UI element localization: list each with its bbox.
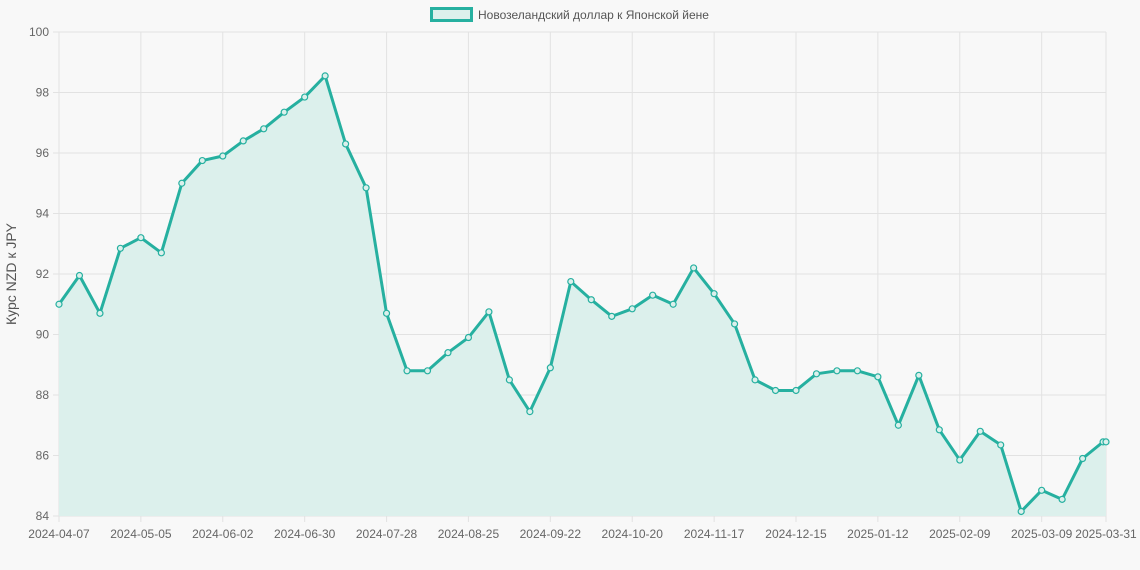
data-point[interactable] (710, 290, 718, 298)
data-point[interactable] (730, 320, 739, 328)
data-point[interactable] (260, 125, 268, 133)
y-tick-label: 100 (29, 25, 49, 39)
x-tick-label: 2024-08-25 (438, 527, 500, 541)
data-point[interactable] (628, 305, 636, 313)
data-point[interactable] (178, 179, 186, 187)
data-point[interactable] (1058, 495, 1066, 503)
data-point[interactable] (751, 376, 759, 384)
data-point[interactable] (587, 296, 595, 304)
x-tick-label: 2024-09-22 (520, 527, 582, 541)
x-tick-label: 2024-07-28 (356, 527, 418, 541)
x-tick-label: 2024-06-02 (192, 527, 254, 541)
y-tick-label: 84 (36, 509, 50, 523)
x-tick-label: 2025-01-12 (847, 527, 909, 541)
data-point[interactable] (219, 152, 227, 160)
data-point[interactable] (382, 309, 391, 317)
data-point[interactable] (444, 349, 452, 357)
data-point[interactable] (874, 373, 882, 381)
y-axis-title: Курс NZD к JPY (3, 222, 19, 325)
data-point[interactable] (239, 137, 247, 145)
data-point[interactable] (280, 108, 288, 116)
y-tick-label: 98 (36, 86, 50, 100)
x-tick-label: 2024-11-17 (684, 527, 745, 541)
data-point[interactable] (1017, 507, 1025, 516)
data-point[interactable] (812, 370, 821, 378)
data-point[interactable] (546, 364, 554, 372)
data-point[interactable] (301, 93, 309, 101)
data-point[interactable] (976, 427, 984, 435)
x-axis-ticks: 2024-04-07 2024-05-05 2024-06-02 2024-06-30… (28, 527, 1137, 541)
data-point[interactable] (915, 371, 923, 379)
x-tick-label: 2025-03-31 (1075, 527, 1137, 541)
x-tick-label: 2024-05-05 (110, 527, 172, 541)
data-point[interactable] (771, 386, 780, 395)
y-tick-label: 92 (36, 267, 50, 281)
data-point[interactable] (1038, 486, 1046, 494)
legend-label[interactable]: Новозеландский доллар к Японской йене (478, 8, 709, 22)
data-point[interactable] (997, 441, 1005, 449)
data-point[interactable] (403, 367, 411, 375)
data-point[interactable] (362, 184, 370, 192)
y-tick-label: 88 (36, 388, 50, 402)
y-tick-label: 90 (36, 328, 50, 342)
y-tick-label: 86 (36, 449, 50, 463)
data-point[interactable] (505, 376, 513, 384)
data-point[interactable] (853, 367, 862, 375)
data-point[interactable] (649, 291, 657, 299)
x-tick-label: 2025-02-09 (929, 527, 991, 541)
data-point[interactable] (198, 156, 206, 165)
series-area (59, 75, 1106, 517)
data-point[interactable] (792, 386, 800, 395)
data-point[interactable] (526, 408, 534, 416)
data-point[interactable] (1079, 454, 1087, 463)
x-tick-label: 2024-06-30 (274, 527, 336, 541)
legend[interactable]: Новозеландский доллар к Японской йене (430, 7, 710, 22)
data-point[interactable] (137, 234, 145, 242)
x-tick-label: 2025-03-09 (1011, 527, 1073, 541)
data-point[interactable] (342, 140, 350, 148)
legend-swatch[interactable] (430, 7, 473, 22)
data-point[interactable] (321, 72, 329, 80)
y-axis-ticks: 84 86 88 90 92 94 96 98 100 (29, 25, 49, 523)
data-point[interactable] (894, 421, 902, 429)
x-tick-label: 2024-12-15 (765, 527, 827, 541)
data-point[interactable] (485, 308, 493, 316)
data-point[interactable] (96, 309, 104, 317)
y-tick-label: 94 (36, 207, 50, 221)
data-point[interactable] (55, 300, 63, 308)
data-point[interactable] (423, 367, 432, 375)
data-point[interactable] (690, 264, 698, 272)
data-point[interactable] (669, 300, 677, 308)
data-point[interactable] (116, 244, 125, 252)
data-point[interactable] (75, 271, 84, 280)
data-point[interactable] (464, 333, 473, 342)
data-point[interactable] (608, 312, 616, 320)
x-tick-label: 2024-04-07 (28, 527, 90, 541)
data-point[interactable] (956, 456, 964, 464)
data-point[interactable] (935, 426, 943, 434)
data-point[interactable] (833, 367, 841, 375)
x-tick-label: 2024-10-20 (602, 527, 664, 541)
data-point[interactable] (157, 249, 165, 257)
data-point[interactable] (567, 277, 575, 286)
data-point[interactable] (1102, 438, 1110, 446)
data-points (55, 72, 1110, 516)
y-tick-label: 96 (36, 146, 50, 160)
